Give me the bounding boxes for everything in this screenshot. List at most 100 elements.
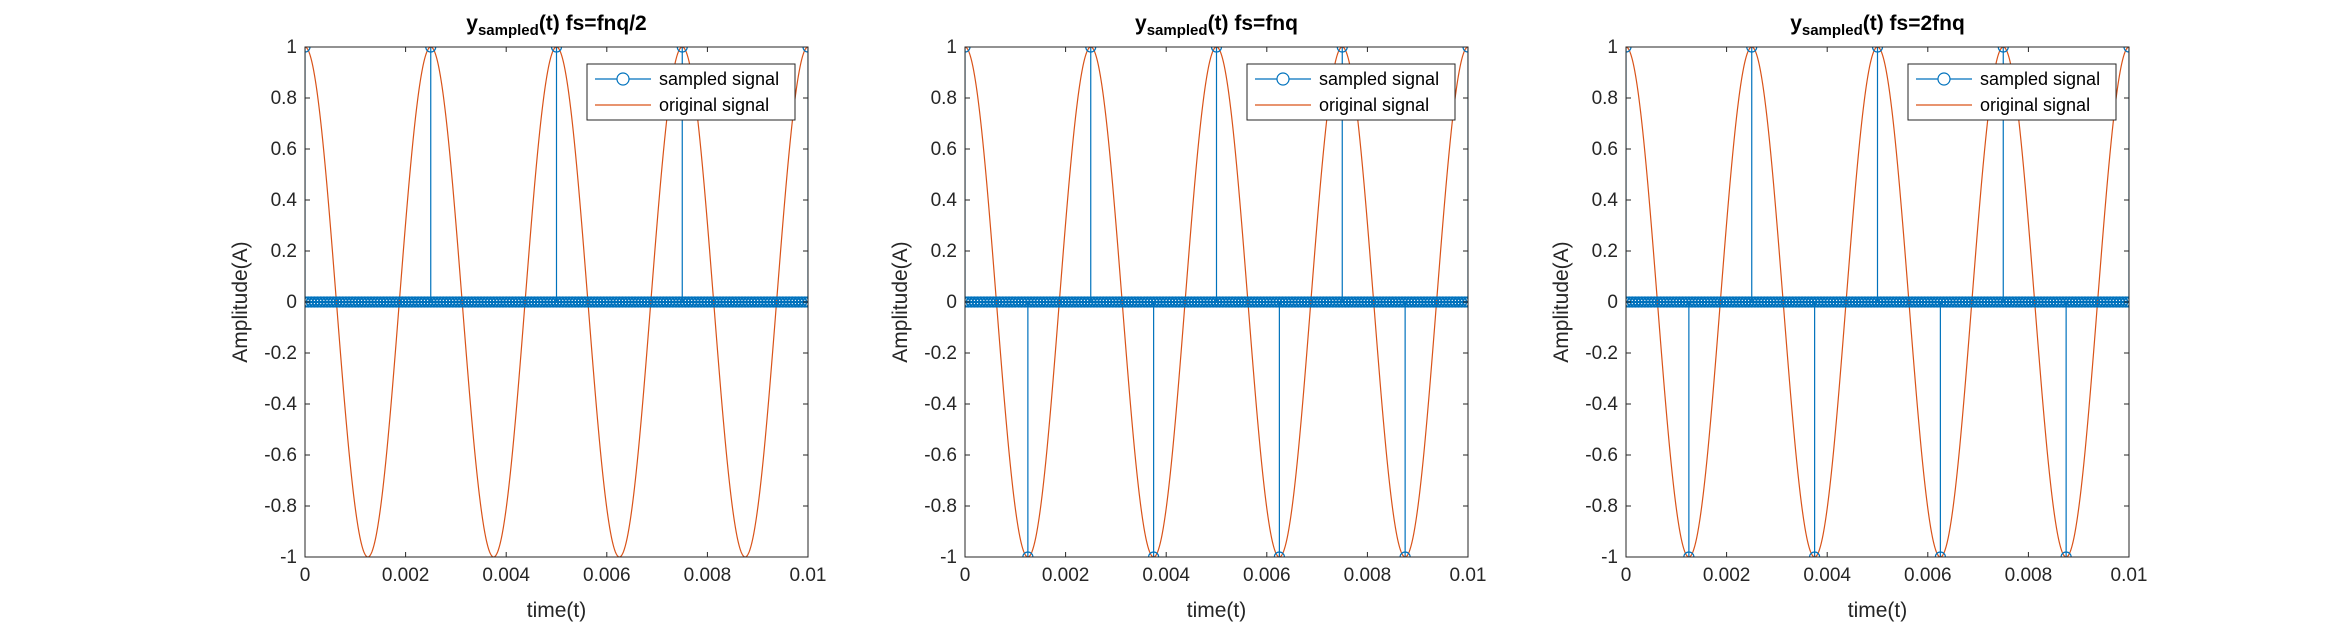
x-tick-label: 0.004 [1142, 565, 1190, 586]
legend-entry-label: original signal [659, 95, 769, 115]
stem-marker [1871, 47, 1884, 53]
y-axis: -1 -0.8 -0.6 -0.4 -0.2 0 0.2 0.4 0.6 0.8 1 [1585, 37, 2129, 568]
y-tick-label: -0.2 [924, 343, 957, 364]
title-subscript: sampled [478, 22, 539, 39]
x-tick-label: 0.006 [1904, 565, 1952, 586]
legend-swatch-marker [1276, 72, 1290, 86]
y-tick-label: 0.8 [931, 88, 957, 109]
y-tick-label: 0.4 [271, 190, 298, 211]
chart-title: ysampled(t) fs=fnq [1135, 12, 1298, 39]
y-tick-label: 0 [1607, 292, 1618, 313]
x-tick-label: 0 [1621, 565, 1632, 586]
stem-marker [2060, 551, 2072, 557]
subplot-2: 0 0.002 0.004 0.006 0.008 0.01 -1 -0.8 -0.6 -0.4 -… [889, 12, 1486, 622]
y-tick-label: -0.4 [264, 394, 297, 415]
y-tick-label: 0.6 [931, 139, 957, 160]
legend-entry-label: sampled signal [1980, 69, 2100, 89]
plot-content [965, 47, 1468, 557]
legend-entry-label: sampled signal [1319, 69, 1439, 89]
legend-entry-label: original signal [1980, 95, 2090, 115]
original-signal-line [305, 47, 808, 557]
sampled-signal [1626, 47, 2129, 557]
title-main-part: y [466, 12, 478, 35]
y-tick-label: -0.8 [924, 496, 957, 517]
x-tick-label: 0 [960, 565, 971, 586]
x-tick-label: 0.008 [684, 565, 732, 586]
y-tick-label: -1 [940, 547, 957, 568]
y-tick-label: -1 [280, 547, 297, 568]
y-axis: -1 -0.8 -0.6 -0.4 -0.2 0 0.2 0.4 0.6 0.8 1 [924, 37, 1468, 568]
x-tick-label: 0.002 [1042, 565, 1090, 586]
x-tick-label: 0.01 [790, 565, 827, 586]
y-tick-label: 0.6 [1592, 139, 1618, 160]
y-tick-label: -0.4 [1585, 394, 1618, 415]
x-tick-label: 0.002 [382, 565, 430, 586]
y-tick-label: 0.8 [271, 88, 297, 109]
title-subscript: sampled [1802, 22, 1863, 39]
y-tick-label: -0.8 [1585, 496, 1618, 517]
y-axis: -1 -0.8 -0.6 -0.4 -0.2 0 0.2 0.4 0.6 0.8 1 [264, 37, 808, 568]
legend-entry-label: sampled signal [659, 69, 779, 89]
y-tick-label: 0 [946, 292, 957, 313]
plot-content [305, 47, 808, 557]
title-subscript: sampled [1147, 22, 1208, 39]
y-tick-label: 0.4 [1592, 190, 1619, 211]
x-tick-label: 0 [300, 565, 311, 586]
stem-marker [1210, 47, 1223, 53]
y-tick-label: 0 [286, 292, 297, 313]
x-tick-label: 0.01 [2111, 565, 2148, 586]
original-signal-line [1626, 47, 2129, 557]
legend: sampled signal original signal [586, 63, 796, 121]
x-axis: 0 0.002 0.004 0.006 0.008 0.01 [300, 47, 827, 586]
x-tick-label: 0.006 [583, 565, 631, 586]
stem-marker [1399, 551, 1411, 557]
stem-marker [1022, 551, 1034, 557]
title-main-part: y [1790, 12, 1802, 35]
y-tick-label: 1 [286, 37, 297, 58]
chart-title: ysampled(t) fs=2fnq [1790, 12, 1965, 39]
stem-marker [1273, 551, 1285, 557]
x-axis-label: time(t) [1848, 599, 1908, 622]
plot-content [1626, 47, 2129, 557]
y-tick-label: -0.2 [1585, 343, 1618, 364]
y-tick-label: 0.6 [271, 139, 297, 160]
x-tick-label: 0.006 [1243, 565, 1291, 586]
stem-marker [676, 47, 688, 53]
title-rest: (t) fs=2fnq [1863, 12, 1965, 35]
y-tick-label: 0.2 [1592, 241, 1618, 262]
legend: sampled signal original signal [1246, 63, 1456, 121]
y-tick-label: -1 [1601, 547, 1618, 568]
y-tick-label: 1 [946, 37, 957, 58]
x-axis-label: time(t) [1187, 599, 1247, 622]
x-axis-label: time(t) [527, 599, 587, 622]
stem-marker [1148, 551, 1160, 557]
x-tick-label: 0.01 [1450, 565, 1487, 586]
stem-marker [1934, 551, 1946, 557]
stem-marker [1746, 47, 1758, 53]
title-rest: (t) fs=fnq/2 [539, 12, 647, 35]
x-axis: 0 0.002 0.004 0.006 0.008 0.01 [1621, 47, 2148, 586]
y-tick-label: 0.8 [1592, 88, 1618, 109]
stem-marker [1336, 47, 1348, 53]
legend-swatch-marker [1937, 72, 1951, 86]
stem-marker [1997, 47, 2009, 53]
y-tick-label: 0.2 [271, 241, 297, 262]
y-tick-label: -0.6 [1585, 445, 1618, 466]
x-tick-label: 0.008 [2005, 565, 2053, 586]
sampled-signal [305, 47, 808, 308]
y-tick-label: -0.8 [264, 496, 297, 517]
y-tick-label: -0.6 [924, 445, 957, 466]
y-axis-label: Amplitude(A) [229, 241, 252, 362]
y-tick-label: -0.6 [264, 445, 297, 466]
stem-marker [1085, 47, 1097, 53]
x-tick-label: 0.008 [1344, 565, 1392, 586]
y-tick-label: 0.4 [931, 190, 958, 211]
y-tick-label: -0.4 [924, 394, 957, 415]
stem-marker [550, 47, 563, 53]
x-axis: 0 0.002 0.004 0.006 0.008 0.01 [960, 47, 1487, 586]
x-tick-label: 0.004 [1803, 565, 1851, 586]
y-axis-label: Amplitude(A) [889, 241, 912, 362]
x-tick-label: 0.004 [482, 565, 530, 586]
subplot-1: 0 0.002 0.004 0.006 0.008 0.01-1-0.8-0.6-0.4-… [229, 12, 826, 622]
